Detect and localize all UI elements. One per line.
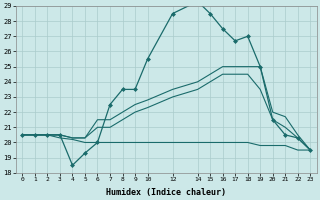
X-axis label: Humidex (Indice chaleur): Humidex (Indice chaleur) bbox=[106, 188, 226, 197]
